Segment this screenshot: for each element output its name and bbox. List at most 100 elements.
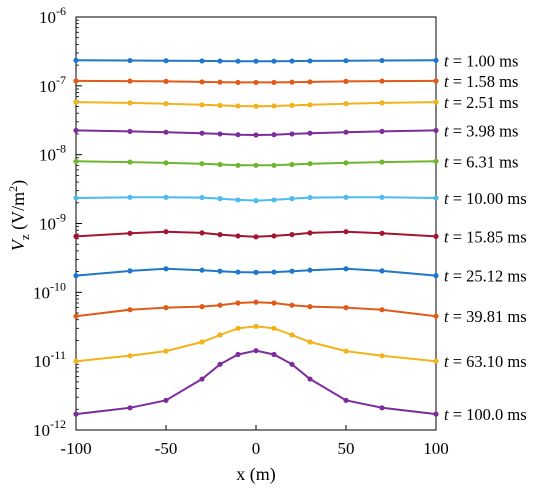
series-label-value: = 39.81 ms xyxy=(449,307,527,326)
data-point xyxy=(217,231,223,238)
data-point xyxy=(289,196,295,202)
data-point xyxy=(271,103,277,109)
series-label-value: = 63.10 ms xyxy=(449,352,527,371)
series-label: t = 1.58 ms xyxy=(444,72,518,91)
data-point xyxy=(217,302,223,308)
data-point xyxy=(253,79,259,86)
data-point xyxy=(271,351,277,358)
data-point xyxy=(163,78,169,84)
series xyxy=(73,158,439,168)
data-point xyxy=(307,58,313,64)
series-label-value: = 10.00 ms xyxy=(449,189,527,208)
data-point xyxy=(289,131,295,137)
data-point xyxy=(343,305,349,311)
data-point xyxy=(163,305,169,311)
data-point xyxy=(433,313,439,319)
data-point xyxy=(199,79,205,85)
data-point xyxy=(217,268,223,274)
y-tick-exponent: -9 xyxy=(56,211,66,225)
y-axis-title-unit: (V/m xyxy=(8,192,29,235)
data-point xyxy=(271,162,277,168)
x-tick-label: 0 xyxy=(252,439,261,458)
x-tick-label: 50 xyxy=(338,439,355,458)
data-point xyxy=(73,78,79,84)
series xyxy=(73,57,439,64)
series-label-variable: t xyxy=(444,121,449,140)
series-label-variable: t xyxy=(444,227,449,246)
x-tick-label: -100 xyxy=(60,439,91,458)
series-label-variable: t xyxy=(444,51,449,70)
x-axis-title: x (m) xyxy=(236,464,276,485)
y-tick-base: 10 xyxy=(33,421,50,440)
y-axis-title-close: ) xyxy=(8,180,29,186)
y-axis-title: Vz (V/m2) xyxy=(6,180,32,251)
series-line xyxy=(75,349,437,416)
data-point xyxy=(127,194,133,200)
series xyxy=(73,323,439,364)
data-point xyxy=(217,79,223,85)
data-point xyxy=(307,102,313,108)
series xyxy=(73,266,439,279)
data-point xyxy=(163,101,169,107)
data-point xyxy=(307,267,313,273)
series-label: t = 63.10 ms xyxy=(444,352,527,371)
series-label-value: = 25.12 ms xyxy=(449,267,527,286)
data-point xyxy=(433,233,439,239)
x-tick-label: -50 xyxy=(155,439,178,458)
data-point xyxy=(127,128,133,134)
y-tick-label: 10-9 xyxy=(39,211,66,234)
data-point xyxy=(73,358,79,364)
data-point xyxy=(307,130,313,136)
data-point xyxy=(163,348,169,354)
series-label-variable: t xyxy=(444,352,449,371)
data-point xyxy=(271,233,277,239)
data-point xyxy=(199,58,205,64)
data-point xyxy=(307,79,313,85)
series-label-variable: t xyxy=(444,267,449,286)
series-label: t = 39.81 ms xyxy=(444,307,527,326)
data-point xyxy=(307,376,313,382)
series xyxy=(73,78,439,86)
series-label-variable: t xyxy=(444,189,449,208)
y-tick-exponent: -6 xyxy=(56,4,66,18)
data-point xyxy=(127,268,133,274)
data-point xyxy=(289,268,295,274)
data-point xyxy=(343,229,349,235)
data-point xyxy=(289,58,295,64)
series-label-variable: t xyxy=(444,307,449,326)
data-point xyxy=(163,129,169,135)
y-tick-label: 10-12 xyxy=(33,417,66,440)
data-point xyxy=(343,194,349,200)
data-point xyxy=(235,233,241,239)
y-tick-label: 10-11 xyxy=(33,348,66,371)
data-point xyxy=(433,358,439,364)
data-point xyxy=(343,348,349,354)
data-point xyxy=(73,99,79,105)
series-label-value: = 3.98 ms xyxy=(449,121,519,140)
data-point xyxy=(433,158,439,164)
y-axis-title-sub: z xyxy=(17,234,32,240)
data-point xyxy=(217,58,223,64)
data-point xyxy=(73,57,79,63)
y-tick-label: 10-7 xyxy=(39,73,66,96)
data-point xyxy=(289,102,295,108)
series-label: t = 100.0 ms xyxy=(444,405,527,424)
data-point xyxy=(235,79,241,86)
data-point xyxy=(433,127,439,134)
series-label: t = 3.98 ms xyxy=(444,121,518,140)
data-point xyxy=(127,57,133,64)
data-point xyxy=(217,332,223,338)
data-point xyxy=(235,132,241,138)
data-point xyxy=(307,304,313,310)
data-point xyxy=(289,231,295,238)
data-point xyxy=(217,161,223,168)
data-point xyxy=(379,307,385,313)
series xyxy=(73,127,439,138)
y-tick-exponent: -7 xyxy=(56,73,66,87)
series-labels: t = 1.00 mst = 1.58 mst = 2.51 mst = 3.9… xyxy=(444,51,527,424)
data-point xyxy=(163,194,169,200)
series xyxy=(73,194,439,204)
data-point xyxy=(379,57,385,64)
data-point xyxy=(343,78,349,84)
